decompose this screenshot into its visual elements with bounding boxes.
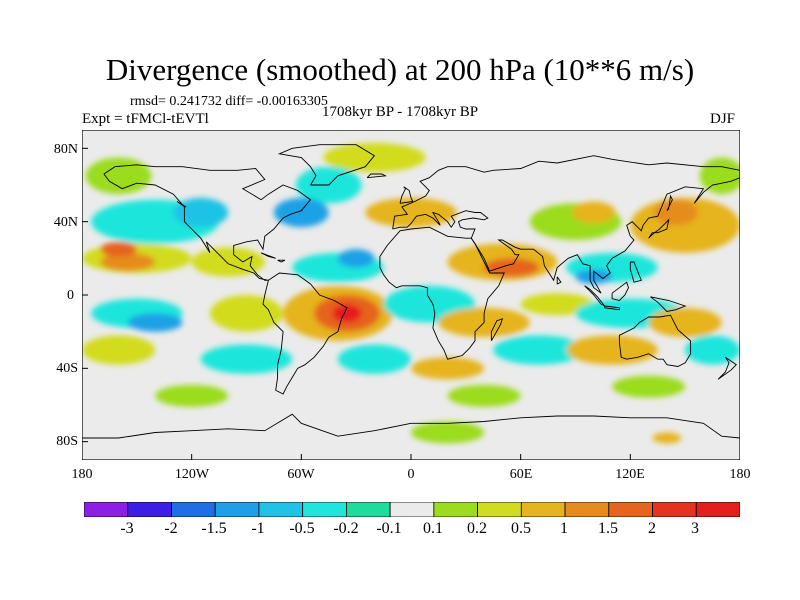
colorbar-swatch — [564, 502, 610, 517]
divergence-region — [323, 142, 426, 173]
divergence-region — [191, 247, 265, 277]
coastline — [262, 272, 348, 395]
colorbar-label: 2 — [648, 520, 656, 537]
divergence-region — [173, 197, 229, 228]
coastline — [556, 276, 562, 285]
divergence-region — [273, 197, 329, 228]
lon-tick-label: 120W — [174, 467, 210, 482]
coastline — [392, 155, 740, 230]
divergence-region — [200, 344, 293, 374]
divergence-region — [100, 252, 156, 272]
divergence-region — [612, 375, 686, 398]
colorbar-label: -1.5 — [201, 520, 227, 537]
lat-tick-label: 0 — [67, 288, 74, 303]
period-label: 1708kyr BP - 1708kyr BP — [322, 104, 479, 120]
coastline — [666, 194, 673, 212]
colorbar-label: 1 — [560, 520, 568, 537]
colorbar-label: -2 — [164, 520, 178, 537]
coastline — [629, 261, 642, 283]
coastline — [604, 305, 620, 311]
lon-tick-label: 60E — [509, 467, 533, 482]
lon-tick-label: 60W — [287, 467, 315, 482]
coastline — [176, 201, 187, 208]
divergence-region — [411, 357, 485, 380]
divergence-region — [652, 432, 682, 444]
colorbar-label: -0.2 — [333, 520, 359, 537]
colorbar-label: 0.1 — [423, 520, 443, 537]
coastline — [103, 164, 312, 281]
divergence-region — [520, 293, 594, 316]
divergence-region — [411, 421, 485, 444]
colorbar-label: -0.5 — [289, 520, 315, 537]
lat-tick-label: 80S — [56, 434, 78, 449]
divergence-region — [127, 313, 183, 332]
colorbar-swatch — [477, 502, 522, 517]
colorbar-swatch — [389, 502, 435, 517]
lat-tick-label: 80N — [53, 142, 78, 157]
divergence-region — [447, 384, 521, 407]
divergence-region — [209, 295, 284, 332]
divergence-region — [648, 307, 722, 338]
divergence-region — [155, 384, 229, 407]
colorbar-swatch — [127, 502, 172, 517]
coastline — [366, 173, 387, 179]
coastline — [399, 186, 414, 204]
colorbar-swatch — [433, 502, 479, 517]
colorbar-swatch — [345, 502, 391, 517]
colorbar — [84, 502, 740, 517]
divergence-map — [82, 130, 740, 460]
lon-tick-label: 180 — [729, 467, 751, 482]
colorbar-label: 3 — [691, 520, 699, 537]
divergence-region — [337, 249, 375, 268]
colorbar-swatch — [608, 502, 653, 517]
coastline — [277, 144, 376, 186]
divergence-region — [493, 335, 585, 365]
divergence-region — [337, 344, 411, 374]
lat-tick-label: 40N — [53, 215, 78, 230]
divergence-region — [100, 241, 137, 257]
colorbar-swatch — [695, 502, 740, 517]
colorbar-label: -3 — [120, 520, 134, 537]
colorbar-label: -0.1 — [376, 520, 402, 537]
divergence-region — [685, 335, 740, 365]
colorbar-label: 0.5 — [511, 520, 531, 537]
lon-tick-label: 120E — [615, 467, 645, 482]
season-label: DJF — [710, 111, 736, 127]
colorbar-swatch — [258, 502, 304, 517]
lon-tick-label: 0 — [407, 467, 415, 482]
experiment-label: Expt = tFMCl-tEVTl — [82, 111, 209, 127]
divergence-region — [654, 199, 698, 226]
colorbar-label: 0.2 — [467, 520, 487, 537]
divergence-region — [484, 258, 539, 277]
coastline — [260, 252, 276, 259]
divergence-region — [566, 335, 658, 365]
coastline — [82, 413, 740, 439]
coastline — [379, 226, 505, 360]
divergence-region — [82, 335, 156, 365]
divergence-region — [85, 157, 152, 195]
coastline — [648, 218, 670, 239]
lon-tick-label: 180 — [71, 467, 93, 482]
colorbar-swatch — [652, 502, 697, 517]
colorbar-swatch — [302, 502, 347, 517]
chart-title: Divergence (smoothed) at 200 hPa (10**6 … — [105, 52, 695, 87]
stats-line: rmsd= 0.241732 diff= -0.00163305 — [130, 94, 328, 109]
divergence-region — [571, 201, 616, 224]
coastline — [392, 177, 740, 294]
colorbar-swatch — [171, 502, 216, 517]
colorbar-swatch — [84, 502, 129, 517]
coastline — [277, 259, 286, 263]
colorbar-swatch — [214, 502, 260, 517]
coastline — [650, 296, 687, 312]
coastline — [490, 318, 504, 342]
coastline — [618, 314, 692, 367]
divergence-region — [332, 304, 362, 323]
colorbar-label: -1 — [251, 520, 265, 537]
lat-tick-label: 40S — [56, 361, 78, 376]
colorbar-swatch — [520, 502, 566, 517]
coastline — [717, 356, 737, 380]
coastline — [611, 281, 629, 301]
divergence-region — [365, 197, 457, 228]
colorbar-label: 1.5 — [598, 520, 618, 537]
